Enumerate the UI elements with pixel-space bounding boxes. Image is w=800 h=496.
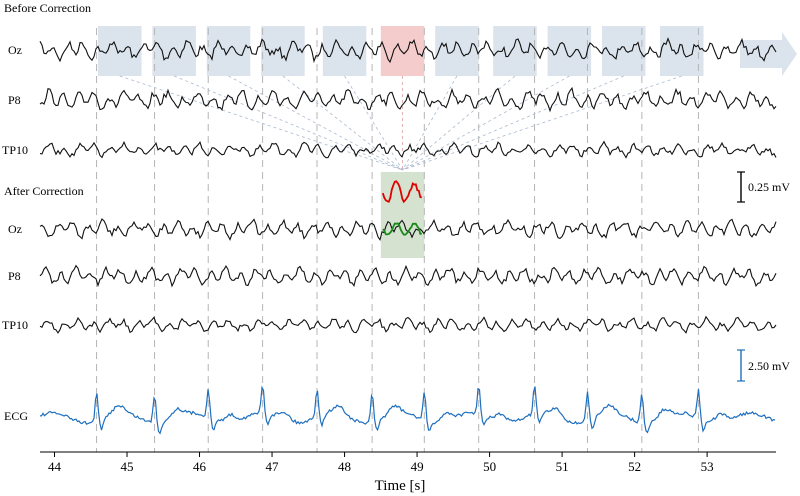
ecg-scale-label: 2.50 mV	[748, 359, 790, 373]
inset-trace-green	[382, 222, 422, 236]
r-peak-gridlines	[96, 28, 699, 452]
channel-label-ecg: ECG	[4, 409, 28, 423]
channel-label-after-oz: Oz	[8, 222, 22, 236]
fan-line-1	[173, 75, 403, 171]
x-tick-label-53: 53	[701, 459, 714, 474]
x-tick-label-45: 45	[121, 459, 134, 474]
trace-after-tp10	[39, 315, 777, 334]
corrected-window	[380, 172, 425, 258]
ecg-scale-bar: 2.50 mV	[737, 349, 790, 382]
time-direction-arrow	[740, 32, 797, 76]
highlight-window-9	[601, 26, 646, 76]
x-tick-label-49: 49	[411, 459, 424, 474]
x-tick-label-47: 47	[266, 459, 280, 474]
fan-line-9	[402, 75, 624, 171]
x-tick-label-48: 48	[338, 459, 351, 474]
trace-before-oz	[39, 37, 777, 64]
trace-before-tp10	[39, 140, 777, 159]
fan-line-7	[402, 75, 516, 171]
highlight-window-8	[547, 26, 592, 76]
channel-label-after-tp10: TP10	[2, 318, 28, 332]
x-tick-label-46: 46	[193, 459, 207, 474]
trace-before-p8	[39, 86, 777, 113]
channel-label-after-p8: P8	[8, 269, 21, 283]
fan-line-4	[344, 75, 403, 171]
channel-label-before-oz: Oz	[8, 43, 22, 57]
x-axis: 44 45 46 47 48 49 50 51 52 53	[40, 451, 776, 474]
highlight-window-5	[380, 26, 425, 76]
highlight-window-6	[435, 26, 479, 76]
x-tick-label-51: 51	[556, 459, 569, 474]
channel-label-before-p8: P8	[8, 93, 21, 107]
averaged-artifact-inset	[381, 180, 422, 236]
fan-line-10	[402, 75, 682, 171]
fan-line-0	[119, 75, 403, 171]
fan-line-2	[228, 75, 403, 171]
x-tick-label-52: 52	[628, 459, 641, 474]
panel-title-before: Before Correction	[4, 1, 91, 15]
highlight-window-10	[659, 26, 704, 76]
panel-title-after: After Correction	[4, 184, 84, 198]
fan-line-8	[402, 75, 570, 171]
trace-ecg	[39, 385, 776, 435]
inset-trace-red	[381, 180, 422, 204]
eeg-scale-label: 0.25 mV	[748, 180, 790, 194]
highlight-window-4	[322, 26, 367, 76]
trace-after-p8	[39, 264, 777, 288]
highlight-window-1	[152, 26, 196, 76]
x-tick-label-44: 44	[48, 459, 62, 474]
x-tick-label-50: 50	[483, 459, 496, 474]
signal-traces	[39, 37, 777, 435]
background-layer	[98, 26, 797, 258]
fan-line-3	[282, 75, 403, 171]
channel-label-before-tp10: TP10	[2, 143, 28, 157]
x-axis-label: Time [s]	[375, 478, 426, 494]
fan-line-6	[402, 75, 458, 171]
eeg-scale-bar: 0.25 mV	[737, 171, 790, 203]
